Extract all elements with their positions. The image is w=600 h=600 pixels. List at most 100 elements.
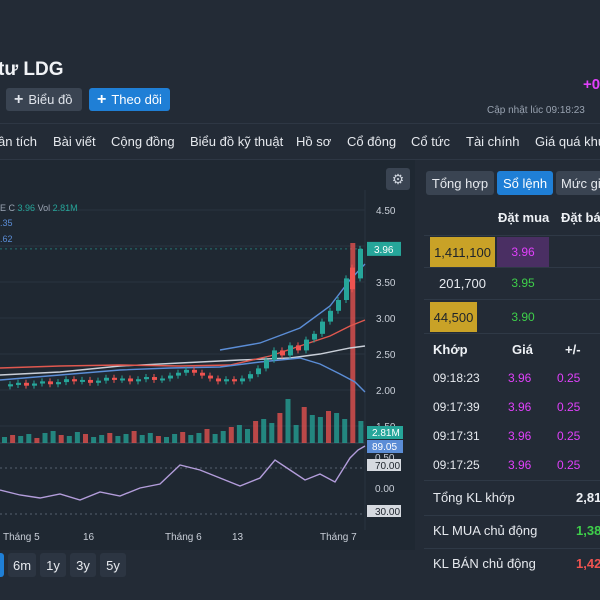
volume-bar [212, 434, 218, 443]
osc-tick-label: 0.50 [375, 453, 395, 464]
ma-line-grey [0, 345, 366, 376]
volume-bar [285, 399, 291, 443]
nav-technical-chart[interactable]: Biểu đồ kỹ thuật [190, 134, 284, 149]
price-tick-label: 3.00 [376, 314, 396, 325]
volume-tag: 2.81M [372, 428, 400, 439]
gear-icon[interactable]: ⚙ [386, 168, 410, 190]
candle-body [272, 350, 277, 360]
range-5y[interactable]: 5y [100, 553, 126, 577]
candle-body [200, 372, 205, 376]
chart-button-label: Biểu đồ [28, 92, 73, 107]
nav-analysis[interactable]: ân tích [0, 134, 38, 149]
candle-body [216, 378, 221, 382]
tab-summary[interactable]: Tổng hợp [426, 171, 494, 195]
price-tick-label: 3.50 [376, 278, 396, 289]
volume-bar [309, 415, 315, 443]
trade-time: 09:17:25 [433, 458, 480, 472]
bid-price-1: 3.96 [497, 237, 549, 267]
tab-orderbook[interactable]: Sổ lệnh [497, 171, 553, 195]
ma-legend-1: .35 [0, 218, 13, 228]
volume-bar [26, 434, 32, 443]
price-chart[interactable]: 4.504.003.503.002.502.001.500.5070.000.0… [0, 160, 415, 550]
x-tick-label: Tháng 5 [3, 532, 40, 543]
volume-bar [10, 435, 16, 443]
price-chart-panel[interactable] [0, 160, 415, 550]
candle-body [96, 380, 101, 383]
volume-bar [83, 434, 88, 443]
volume-bar [301, 407, 307, 443]
candle-body [256, 368, 261, 375]
volume-tag-bg [367, 426, 403, 439]
nav-dividends[interactable]: Cổ tức [411, 134, 451, 149]
tab-price-levels[interactable]: Mức gi [556, 171, 600, 195]
candle-body [328, 310, 333, 322]
volume-bar [139, 435, 145, 443]
candle-body [336, 300, 341, 311]
follow-button-label: Theo dõi [111, 92, 162, 107]
range-6m[interactable]: 6m [8, 553, 36, 577]
bid-header: Đặt mua [498, 210, 550, 225]
candle-body [152, 377, 157, 380]
volume-bar [34, 438, 40, 443]
trade-change: 0.25 [557, 458, 581, 472]
volume-bar [261, 419, 267, 443]
candle-body [72, 379, 77, 382]
candle-body [248, 374, 253, 379]
range-3y[interactable]: 3y [70, 553, 96, 577]
nav-articles[interactable]: Bài viết [53, 134, 96, 149]
candle-body [176, 372, 181, 376]
volume-bar [253, 421, 259, 443]
trade-price: 3.96 [508, 458, 532, 472]
ma-line-blue [0, 357, 366, 393]
candle-body [264, 359, 269, 369]
trade-time: 09:17:39 [433, 400, 480, 414]
bid-volume-2: 201,700 [439, 275, 486, 291]
volume-bar [123, 434, 129, 443]
candle-body [184, 369, 189, 373]
trade-price-header: Giá [512, 342, 533, 357]
ma-line-blue-upper [219, 263, 366, 351]
nav-price-history[interactable]: Giá quá khứ [535, 134, 600, 149]
volume-bar [342, 419, 348, 443]
updated-time: Cập nhật lúc 09:18:23 [487, 105, 585, 116]
divider [424, 299, 600, 300]
candle-body [208, 375, 213, 379]
x-tick-label: 13 [232, 532, 244, 543]
candle-body [136, 379, 141, 382]
candle-body [8, 384, 13, 387]
nav-community[interactable]: Cộng đồng [111, 134, 175, 149]
candle-body [112, 377, 117, 380]
chart-button[interactable]: + Biểu đồ [6, 88, 82, 111]
volume-bar [350, 243, 356, 443]
candle-body [296, 345, 301, 351]
volume-bar [188, 435, 194, 443]
volume-bar [74, 432, 80, 443]
candle-body [32, 383, 37, 386]
trade-time-header: Khớp [433, 342, 468, 357]
x-tick-label: Tháng 6 [165, 532, 202, 543]
oscillator-line [0, 445, 366, 501]
nav-profile[interactable]: Hồ sơ [296, 134, 332, 149]
nav-shareholders[interactable]: Cổ đông [347, 134, 397, 149]
total-volume-value: 2,81 [576, 490, 600, 505]
section-nav: ân tích Bài viết Cộng đồng Biểu đồ kỹ th… [0, 123, 600, 160]
volume-bar [204, 429, 210, 443]
nav-financials[interactable]: Tài chính [466, 134, 520, 149]
last-price-tag: 3.96 [374, 245, 394, 256]
candle-body [64, 379, 69, 383]
volume-bar [131, 431, 137, 443]
range-active-edge[interactable] [0, 553, 4, 577]
rsi-tag: 89.05 [372, 442, 397, 453]
price-change: +0 [583, 76, 600, 93]
stock-title: tư LDG [0, 59, 64, 80]
candle-body [56, 382, 61, 385]
volume-bar [164, 437, 169, 443]
osc-tick-label: 0.00 [375, 484, 395, 495]
legend-c-value: 3.96 [17, 203, 36, 213]
price-tick-label: 2.00 [376, 386, 396, 397]
follow-button[interactable]: + Theo dõi [89, 88, 170, 111]
range-1y[interactable]: 1y [40, 553, 66, 577]
volume-bar [334, 413, 340, 443]
ma-line-red [0, 319, 366, 369]
candle-body [40, 381, 45, 384]
